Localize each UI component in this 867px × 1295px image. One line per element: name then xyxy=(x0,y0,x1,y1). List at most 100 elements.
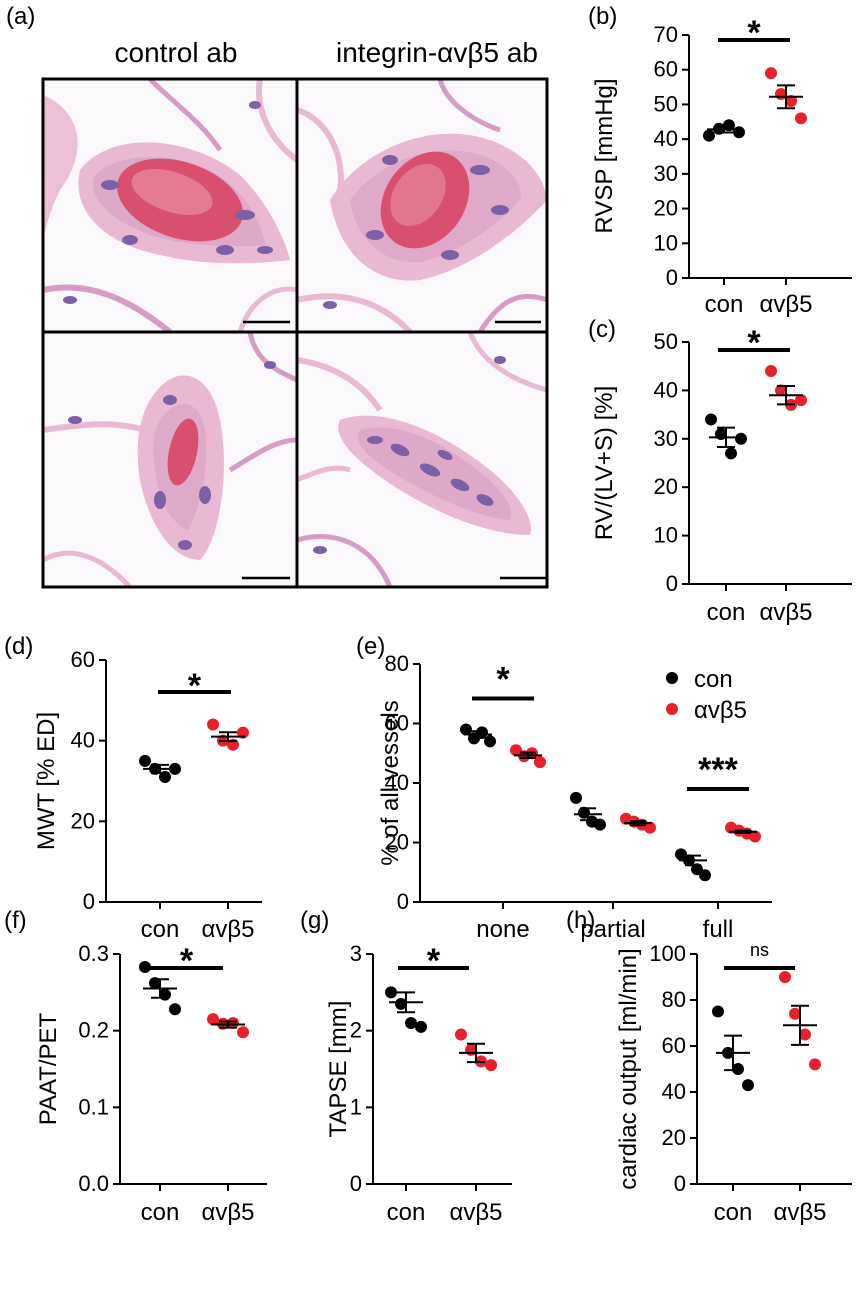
y-tick-label: 10 xyxy=(654,523,678,548)
y-tick-label: 40 xyxy=(654,126,678,151)
y-tick-label: 0.3 xyxy=(78,941,109,966)
data-point-avb5 xyxy=(237,1026,249,1039)
y-tick-label: 0.0 xyxy=(78,1171,109,1196)
y-tick-label: 0.2 xyxy=(78,1018,109,1043)
y-tick-label: 60 xyxy=(662,1033,686,1058)
data-point-con xyxy=(139,961,151,974)
panel-label: (h) xyxy=(566,907,595,934)
significance-label: * xyxy=(496,661,510,699)
panel-f-paat-pet-chart: (f) 0.0 0.1 0.2 0.3 PAAT/PET con αvβ5 * xyxy=(4,907,267,1226)
data-point-con xyxy=(725,447,737,460)
y-axis-label: % of all vessels xyxy=(377,700,404,865)
data-point-con xyxy=(594,818,606,831)
significance-label: ns xyxy=(750,940,769,960)
data-point-avb5 xyxy=(534,756,546,769)
x-tick-label: con xyxy=(141,916,180,943)
data-point-avb5 xyxy=(749,830,761,843)
y-tick-label: 60 xyxy=(71,647,95,672)
y-tick-label: 0 xyxy=(666,571,678,596)
data-point-avb5 xyxy=(779,971,791,983)
data-point-avb5 xyxy=(237,726,249,739)
data-point-con xyxy=(570,791,582,804)
y-tick-label: 0 xyxy=(350,1171,362,1196)
y-axis-label: RVSP [mmHg] xyxy=(591,78,618,233)
data-point-avb5 xyxy=(485,1059,497,1072)
panel-label: (c) xyxy=(588,316,616,343)
legend-marker-con xyxy=(666,672,678,684)
y-tick-label: 100 xyxy=(649,941,686,966)
y-tick-label: 30 xyxy=(654,426,678,451)
data-point-con xyxy=(139,754,151,767)
panel-c-rv-ratio-chart: (c) 0 10 20 30 40 50 RV/(LV+S) [%] con αvβ5 * xyxy=(588,316,852,626)
data-point-avb5 xyxy=(785,94,797,107)
y-tick-label: 40 xyxy=(71,728,95,753)
data-point-avb5 xyxy=(765,67,777,80)
data-point-avb5 xyxy=(799,1028,811,1041)
y-axis-label: RV/(LV+S) [%] xyxy=(591,386,618,541)
data-point-con xyxy=(385,986,397,999)
y-tick-label: 0 xyxy=(83,889,95,914)
y-tick-label: 50 xyxy=(654,91,678,116)
y-axis-label: TAPSE [mm] xyxy=(325,1001,352,1138)
y-tick-label: 20 xyxy=(385,830,409,855)
y-tick-label: 20 xyxy=(654,474,678,499)
y-tick-label: 0 xyxy=(674,1171,686,1196)
x-tick-label: αvβ5 xyxy=(773,1199,826,1226)
data-point-avb5 xyxy=(207,718,219,731)
data-point-con xyxy=(405,1017,417,1029)
data-point-avb5 xyxy=(809,1058,821,1071)
y-tick-label: 80 xyxy=(662,987,686,1012)
x-tick-label: αvβ5 xyxy=(759,599,812,626)
data-point-avb5 xyxy=(765,365,777,378)
panel-a-column-title-control: control ab xyxy=(115,37,238,68)
significance-label: *** xyxy=(698,751,738,789)
y-tick-label: 80 xyxy=(385,651,409,676)
y-axis-label: MWT [% ED] xyxy=(33,712,60,850)
panel-a: (a) control ab integrin-αvβ5 ab xyxy=(6,3,549,589)
data-point-avb5 xyxy=(644,821,656,834)
significance-label: * xyxy=(747,324,761,362)
data-point-con xyxy=(735,432,747,445)
x-tick-label: αvβ5 xyxy=(449,1199,502,1226)
y-tick-label: 40 xyxy=(385,770,409,795)
data-point-avb5 xyxy=(789,1007,801,1020)
data-point-con xyxy=(705,413,717,426)
data-point-con xyxy=(699,869,711,882)
y-tick-label: 0.1 xyxy=(78,1094,109,1119)
data-point-con xyxy=(484,735,496,748)
x-tick-label: con xyxy=(141,1199,180,1226)
micrograph-control-top xyxy=(43,79,297,332)
panel-d-mwt-chart: (d) 0 20 40 60 MWT [% ED] con αvβ5 * xyxy=(4,633,262,943)
y-tick-label: 3 xyxy=(350,941,362,966)
x-tick-label: none xyxy=(476,916,529,943)
micrograph-control-bottom xyxy=(43,332,297,587)
y-tick-label: 2 xyxy=(350,1018,362,1043)
legend-label: αvβ5 xyxy=(694,697,747,724)
data-point-con xyxy=(742,1079,754,1092)
panel-b-rvsp-chart: (b) 0 10 20 30 40 50 60 70 RVSP [mmHg] con αvβ5 * xyxy=(588,3,852,318)
panel-g-tapse-chart: (g) 0 1 2 3 TAPSE [mm] con αvβ5 * xyxy=(300,907,512,1226)
data-point-con xyxy=(723,119,735,132)
panel-label: (g) xyxy=(300,907,329,934)
data-point-avb5 xyxy=(227,1017,239,1029)
panel-label: (e) xyxy=(356,633,385,660)
data-point-avb5 xyxy=(795,394,807,407)
x-tick-label: αvβ5 xyxy=(759,291,812,318)
x-tick-label: con xyxy=(705,291,744,318)
data-point-con xyxy=(733,126,745,139)
y-tick-label: 10 xyxy=(654,230,678,255)
y-tick-label: 60 xyxy=(654,57,678,82)
y-tick-label: 40 xyxy=(654,377,678,402)
micrograph-integrin-top xyxy=(297,79,547,332)
significance-label: * xyxy=(180,942,194,980)
legend-label: con xyxy=(694,666,733,693)
x-tick-label: partial xyxy=(580,916,645,943)
data-point-con xyxy=(159,770,171,783)
y-axis-label: cardiac output [ml/min] xyxy=(615,948,642,1189)
y-tick-label: 0 xyxy=(666,265,678,290)
panel-label: (f) xyxy=(4,907,27,934)
significance-label: * xyxy=(747,14,761,52)
data-point-con xyxy=(395,997,407,1010)
x-tick-label: αvβ5 xyxy=(201,916,254,943)
